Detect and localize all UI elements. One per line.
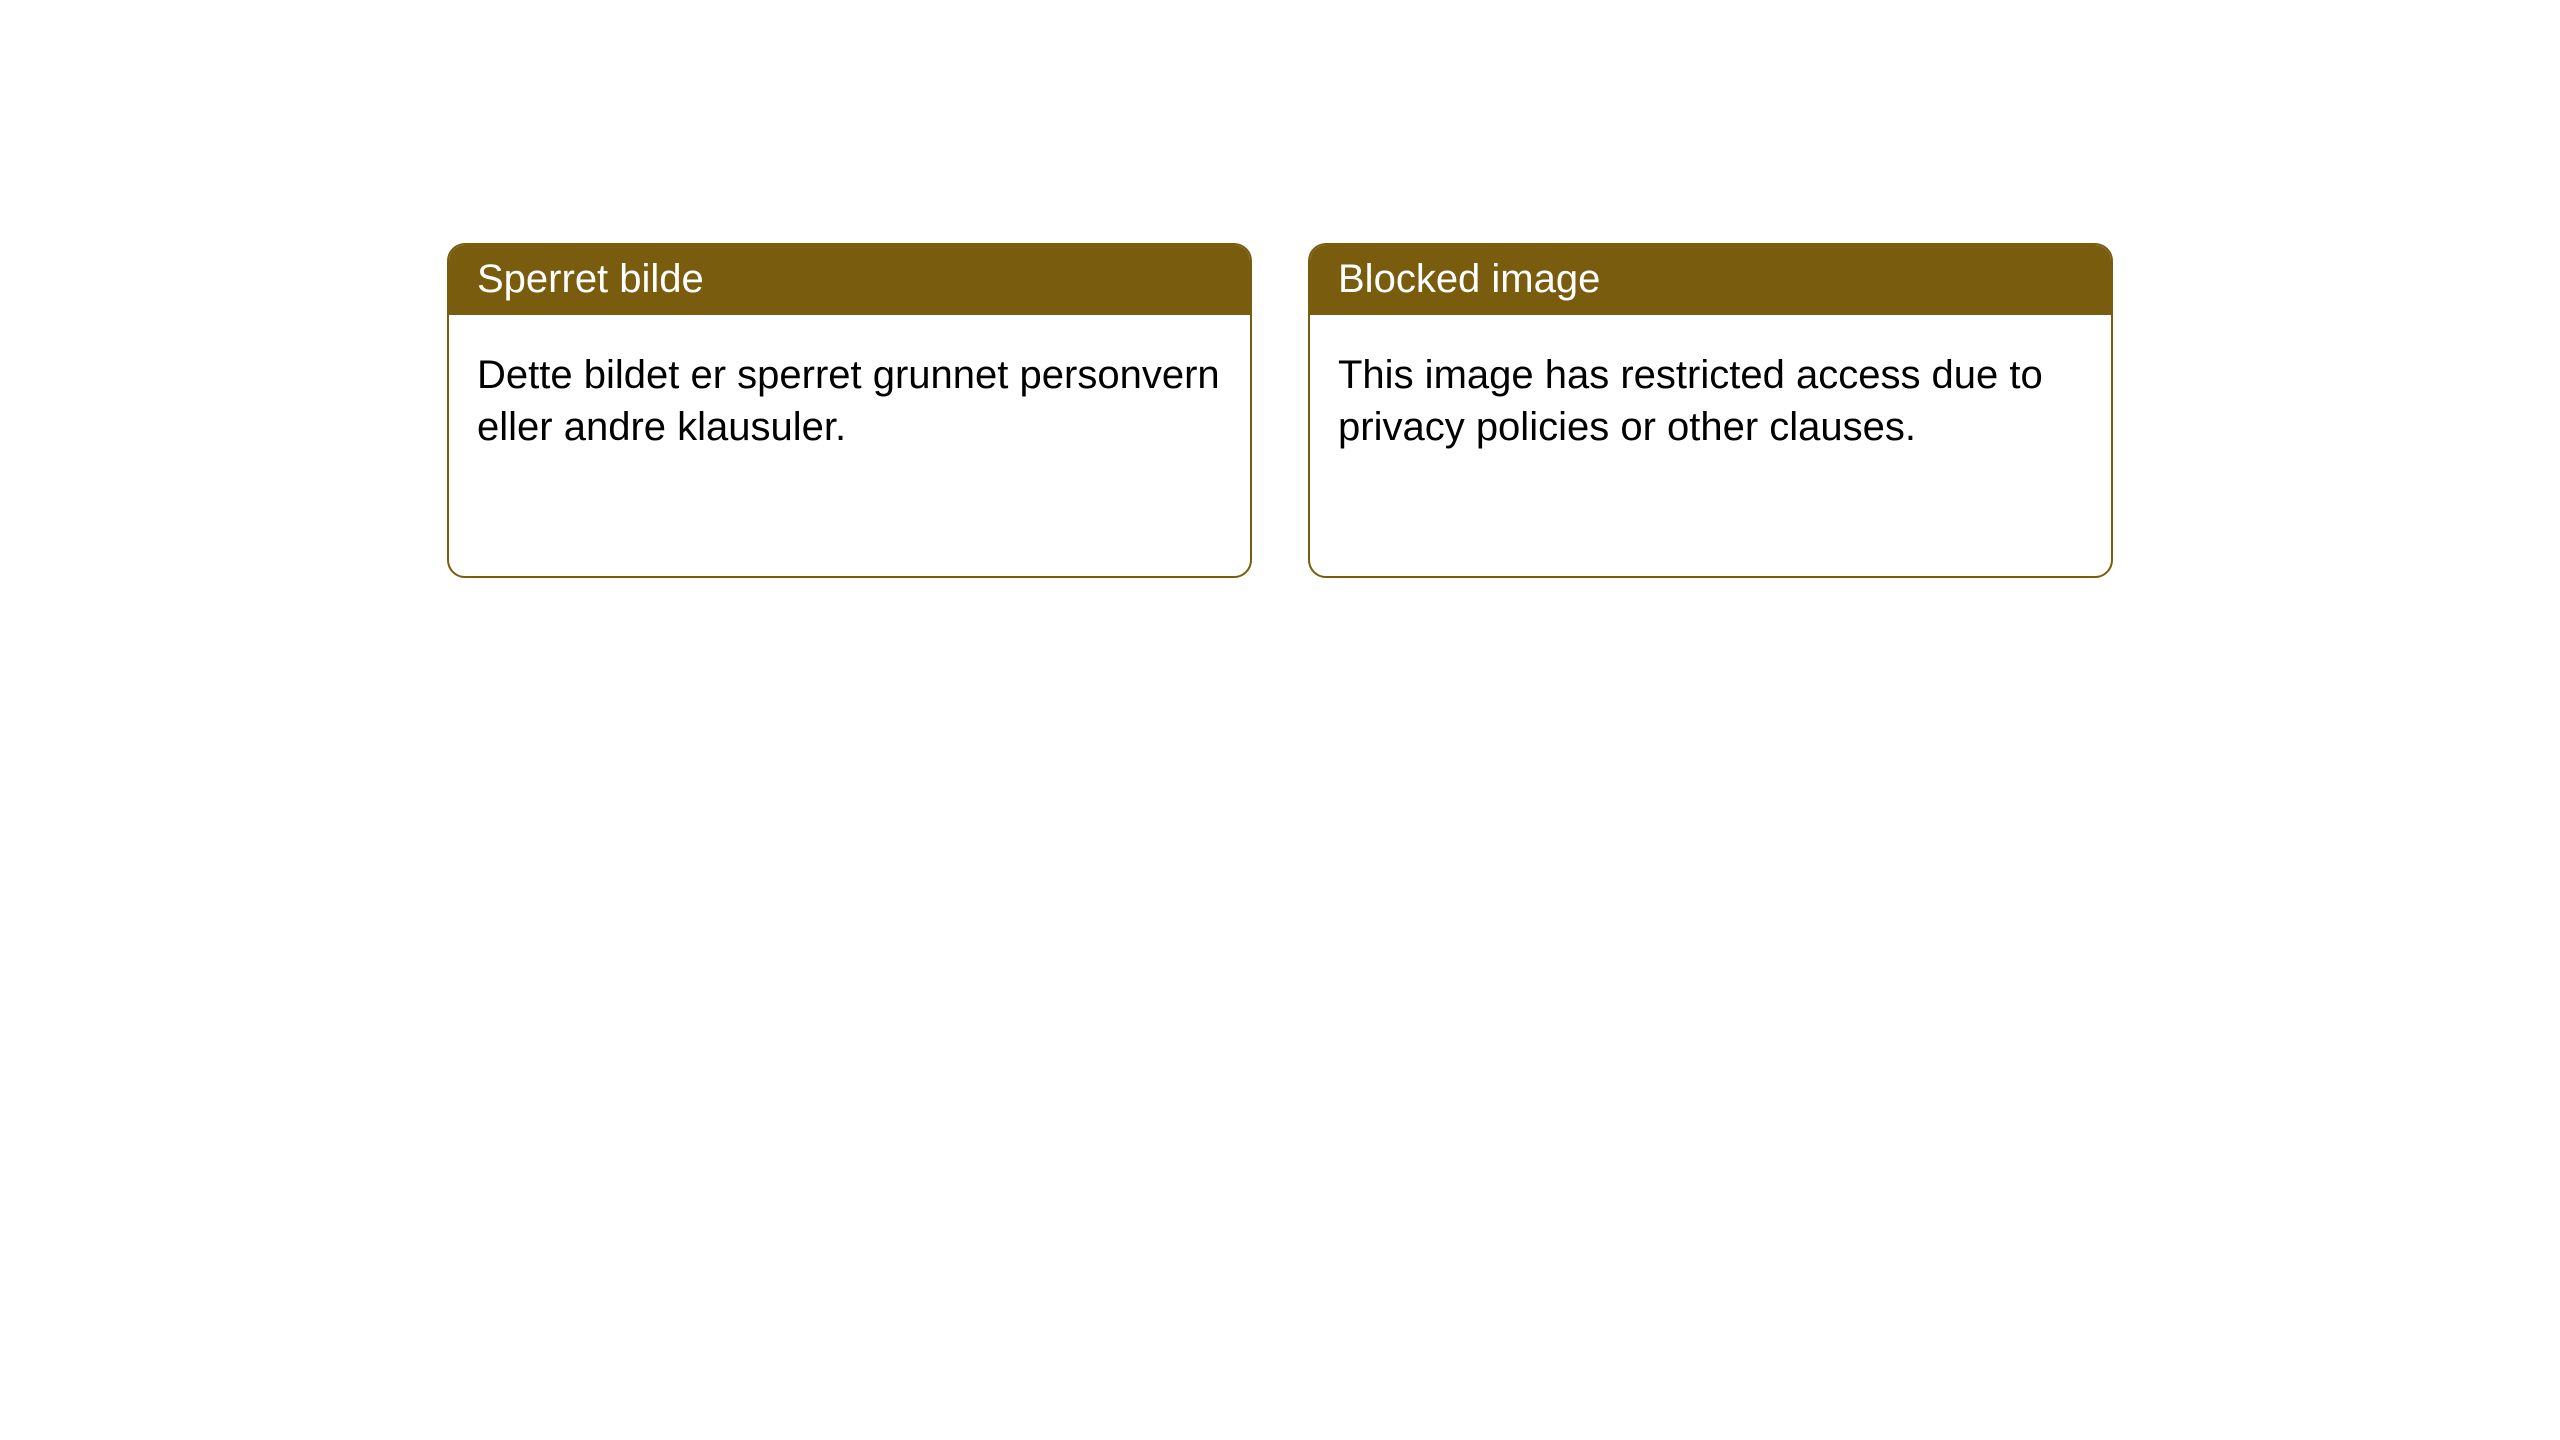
notice-body: This image has restricted access due to … [1310,315,2111,487]
notice-header: Blocked image [1310,245,2111,315]
notice-title: Blocked image [1338,257,1600,301]
notice-card-english: Blocked image This image has restricted … [1308,243,2113,578]
notice-body-text: This image has restricted access due to … [1338,353,2043,449]
notice-card-norwegian: Sperret bilde Dette bildet er sperret gr… [447,243,1252,578]
notice-container: Sperret bilde Dette bildet er sperret gr… [0,0,2560,578]
notice-header: Sperret bilde [449,245,1250,315]
notice-body: Dette bildet er sperret grunnet personve… [449,315,1250,487]
notice-title: Sperret bilde [477,257,704,301]
notice-body-text: Dette bildet er sperret grunnet personve… [477,353,1220,449]
